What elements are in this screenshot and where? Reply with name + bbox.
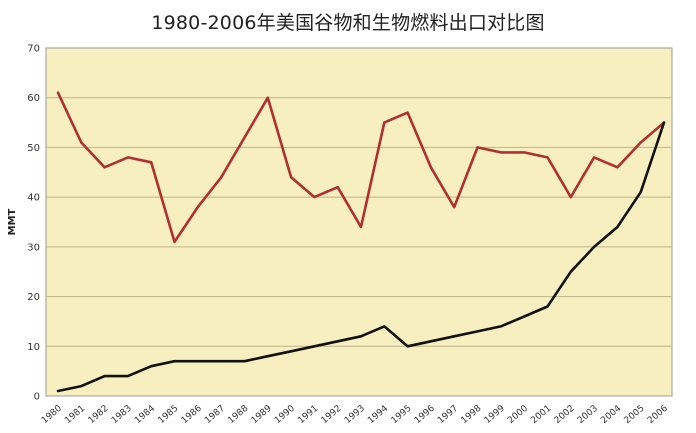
x-tick-label: 1983 — [110, 404, 134, 426]
x-tick-label: 1998 — [459, 403, 483, 426]
y-tick-label: 40 — [27, 193, 40, 204]
y-axis-label: MMT — [7, 208, 18, 235]
x-tick-label: 1988 — [226, 403, 250, 426]
y-tick-label: 20 — [27, 292, 40, 303]
x-tick-label: 2000 — [506, 403, 530, 426]
x-tick-label: 2003 — [576, 404, 600, 426]
y-tick-label: 0 — [34, 392, 40, 403]
x-tick-label: 1996 — [413, 403, 437, 426]
x-tick-label: 1982 — [87, 404, 111, 426]
x-tick-label: 2001 — [529, 404, 553, 426]
x-tick-label: 1980 — [40, 403, 64, 426]
y-tick-label: 30 — [27, 242, 40, 253]
x-tick-label: 1986 — [180, 403, 204, 426]
x-tick-label: 1995 — [390, 404, 414, 426]
x-tick-label: 1989 — [250, 403, 274, 426]
x-tick-label: 2004 — [599, 403, 623, 426]
chart-title: 1980-2006年美国谷物和生物燃料出口对比图 — [151, 12, 545, 34]
y-tick-label: 50 — [27, 143, 40, 154]
x-tick-label: 1984 — [133, 403, 157, 426]
x-tick-label: 2002 — [553, 404, 577, 426]
x-tick-label: 1985 — [156, 404, 180, 426]
x-tick-label: 2005 — [623, 404, 647, 426]
x-tick-label: 1993 — [343, 404, 367, 426]
series-line-1 — [56, 91, 666, 244]
y-tick-label: 10 — [27, 342, 40, 353]
x-tick-label: 1999 — [483, 403, 507, 426]
x-tick-label: 1990 — [273, 403, 297, 426]
x-tick-label: 1991 — [296, 404, 320, 426]
x-tick-label: 1987 — [203, 404, 227, 426]
x-tick-label: 1981 — [63, 404, 87, 426]
x-tick-label: 1997 — [436, 404, 460, 426]
y-tick-label: 60 — [27, 93, 40, 104]
y-tick-label: 70 — [27, 44, 40, 55]
x-tick-label: 1994 — [366, 403, 390, 426]
x-tick-label: 1992 — [320, 404, 344, 426]
x-tick-label: 2006 — [646, 403, 670, 426]
series-line-2 — [56, 121, 666, 393]
